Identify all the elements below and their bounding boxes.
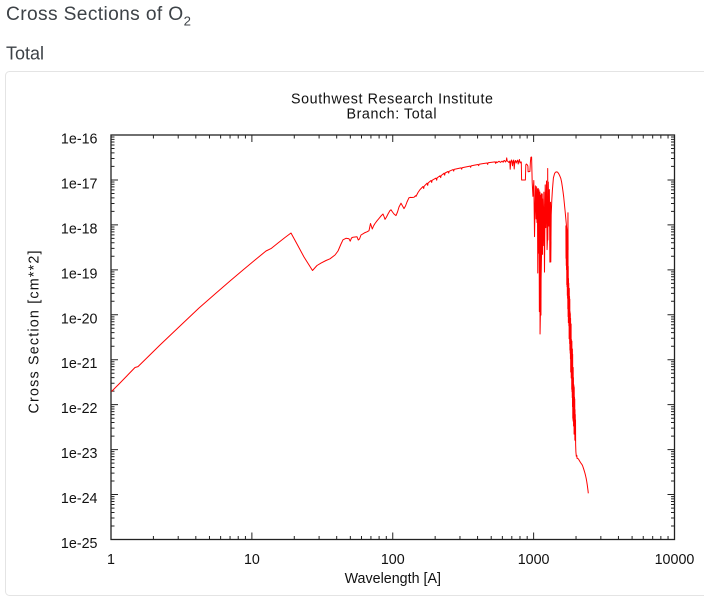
svg-text:Total: Total bbox=[6, 43, 44, 63]
svg-text:1e-25: 1e-25 bbox=[61, 536, 98, 552]
svg-text:10: 10 bbox=[244, 552, 260, 568]
svg-text:Branch: Total: Branch: Total bbox=[347, 107, 437, 123]
svg-text:1e-16: 1e-16 bbox=[61, 132, 98, 148]
svg-text:1: 1 bbox=[107, 552, 115, 568]
svg-text:Wavelength [A]: Wavelength [A] bbox=[345, 571, 441, 587]
svg-text:1e-22: 1e-22 bbox=[61, 401, 98, 417]
svg-text:1e-19: 1e-19 bbox=[61, 266, 98, 282]
svg-text:1e-24: 1e-24 bbox=[61, 491, 98, 507]
svg-text:Cross Sections of O: Cross Sections of O bbox=[6, 4, 183, 25]
svg-text:1e-18: 1e-18 bbox=[61, 221, 98, 237]
svg-text:100: 100 bbox=[381, 552, 405, 568]
svg-text:1e-17: 1e-17 bbox=[61, 176, 98, 192]
svg-text:2: 2 bbox=[184, 13, 191, 28]
svg-text:1000: 1000 bbox=[518, 552, 550, 568]
svg-text:1e-20: 1e-20 bbox=[61, 311, 98, 327]
svg-text:1e-23: 1e-23 bbox=[61, 446, 98, 462]
svg-text:Southwest Research Institute: Southwest Research Institute bbox=[291, 91, 493, 107]
svg-text:1e-21: 1e-21 bbox=[61, 356, 98, 372]
svg-text:Cross Section [cm**2]: Cross Section [cm**2] bbox=[27, 251, 43, 414]
svg-text:10000: 10000 bbox=[655, 552, 695, 568]
